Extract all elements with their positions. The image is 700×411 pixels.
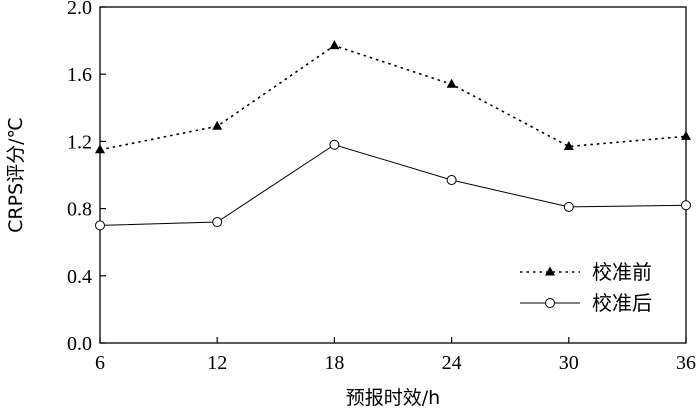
legend-marker-series-2 <box>545 298 555 308</box>
x-tick-label: 12 <box>207 352 227 374</box>
data-point <box>563 201 574 212</box>
x-tick-label: 6 <box>95 352 105 374</box>
legend-marker-series-1 <box>545 266 555 276</box>
y-axis-ticks: 0.0 0.4 0.8 1.2 1.6 2.0 <box>67 0 106 355</box>
data-point <box>446 78 457 88</box>
legend-label-series-2: 校准后 <box>592 291 652 315</box>
data-point <box>563 140 574 150</box>
y-tick-label: 1.6 <box>67 64 92 86</box>
x-axis-title: 预报时效/h <box>346 387 440 409</box>
x-tick-label: 18 <box>324 352 344 374</box>
plot-frame <box>99 6 687 344</box>
data-point <box>681 200 691 211</box>
y-tick-label: 0.8 <box>67 199 92 221</box>
x-tick-label: 24 <box>442 352 462 374</box>
data-point <box>212 120 223 130</box>
data-point <box>95 220 105 231</box>
y-tick-label: 0.4 <box>67 266 92 288</box>
data-point <box>329 139 340 150</box>
legend-label-series-1: 校准前 <box>592 260 652 284</box>
data-point <box>212 217 223 228</box>
data-point <box>446 175 457 186</box>
y-axis-title: CRPS评分/℃ <box>5 117 27 233</box>
series-line-1 <box>99 44 687 151</box>
legend: 校准前 校准后 <box>520 260 652 315</box>
data-point <box>329 40 340 50</box>
y-tick-label: 0.0 <box>67 333 92 355</box>
series-layer <box>95 40 691 231</box>
data-point <box>95 144 105 154</box>
data-point <box>681 130 691 140</box>
y-tick-label: 2.0 <box>67 0 92 19</box>
x-tick-label: 36 <box>676 352 696 374</box>
x-tick-label: 30 <box>559 352 579 374</box>
series-line-2 <box>99 144 687 226</box>
y-tick-label: 1.2 <box>67 131 92 153</box>
x-axis-ticks: 6 12 18 24 30 36 <box>95 337 696 374</box>
